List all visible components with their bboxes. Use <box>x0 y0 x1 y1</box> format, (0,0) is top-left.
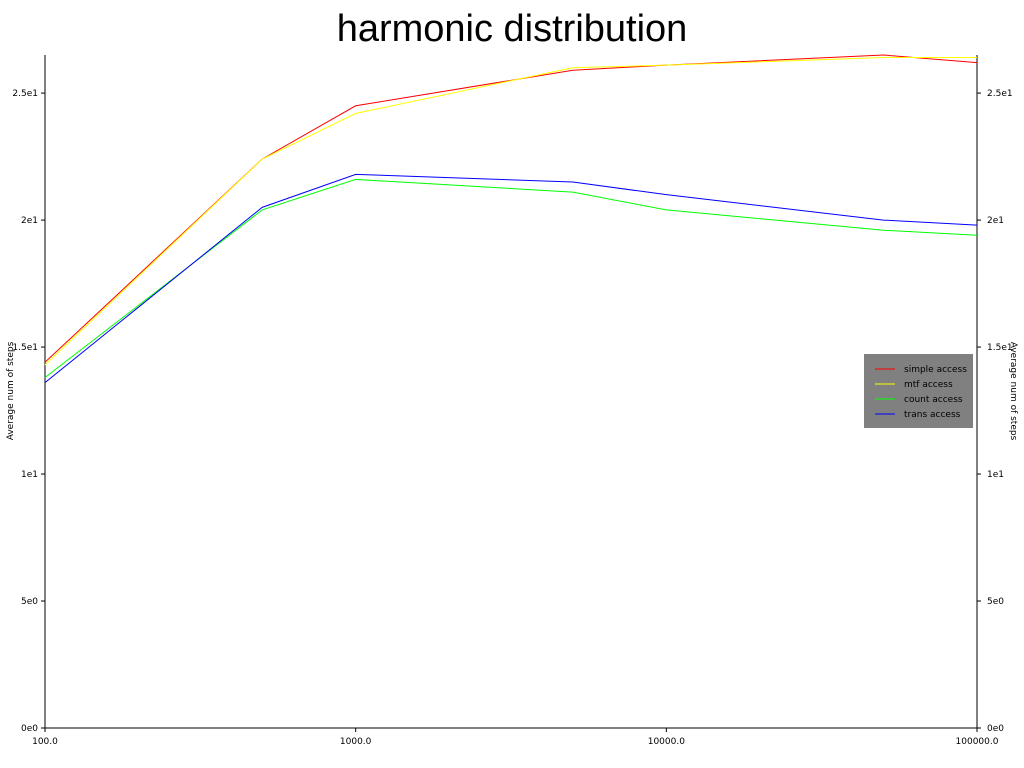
legend-items: simple access mtf access count access trans… <box>875 365 967 420</box>
series-line-count-access <box>44 178 978 378</box>
legend-label: count access <box>904 395 963 405</box>
y-axis-label-right: Average num of steps <box>1008 342 1018 441</box>
y-tick-label-left: 2e1 <box>21 216 38 226</box>
series-line-trans-access <box>44 173 978 383</box>
legend: simple access mtf access count access trans… <box>864 354 973 428</box>
y-tick-label-right: 2e1 <box>987 216 1004 226</box>
legend-label: simple access <box>904 365 967 375</box>
y-tick-label-left: 1e1 <box>21 470 38 480</box>
y-tick-label-right: 1e1 <box>987 470 1004 480</box>
series-layer <box>44 54 978 383</box>
y-tick-label-left: 2.5e1 <box>12 89 38 99</box>
ticks-layer: 100.0 1000.0 10000.0 100000.0 0e0 0e0 5e0 5e0 1e… <box>12 89 1012 747</box>
plot-area <box>44 55 978 729</box>
y-tick-label-left: 0e0 <box>21 724 38 734</box>
x-tick-label: 1000.0 <box>340 737 372 747</box>
series-line-simple-access <box>44 54 978 363</box>
legend-label: mtf access <box>904 380 953 390</box>
y-tick-label-right: 0e0 <box>987 724 1004 734</box>
chart-title: harmonic distribution <box>337 8 688 50</box>
y-tick-label-right: 1.5e1 <box>987 343 1013 353</box>
legend-label: trans access <box>904 410 961 420</box>
x-tick-label: 100.0 <box>32 737 58 747</box>
legend-box <box>864 354 973 428</box>
y-tick-label-right: 5e0 <box>987 597 1004 607</box>
x-tick-label: 100000.0 <box>956 737 999 747</box>
y-tick-label-left: 1.5e1 <box>12 343 38 353</box>
x-tick-label: 10000.0 <box>648 737 685 747</box>
series-line-mtf-access <box>44 57 977 366</box>
y-tick-label-left: 5e0 <box>21 597 38 607</box>
y-axis-label-left: Average num of steps <box>6 341 16 440</box>
y-tick-label-right: 2.5e1 <box>987 89 1013 99</box>
